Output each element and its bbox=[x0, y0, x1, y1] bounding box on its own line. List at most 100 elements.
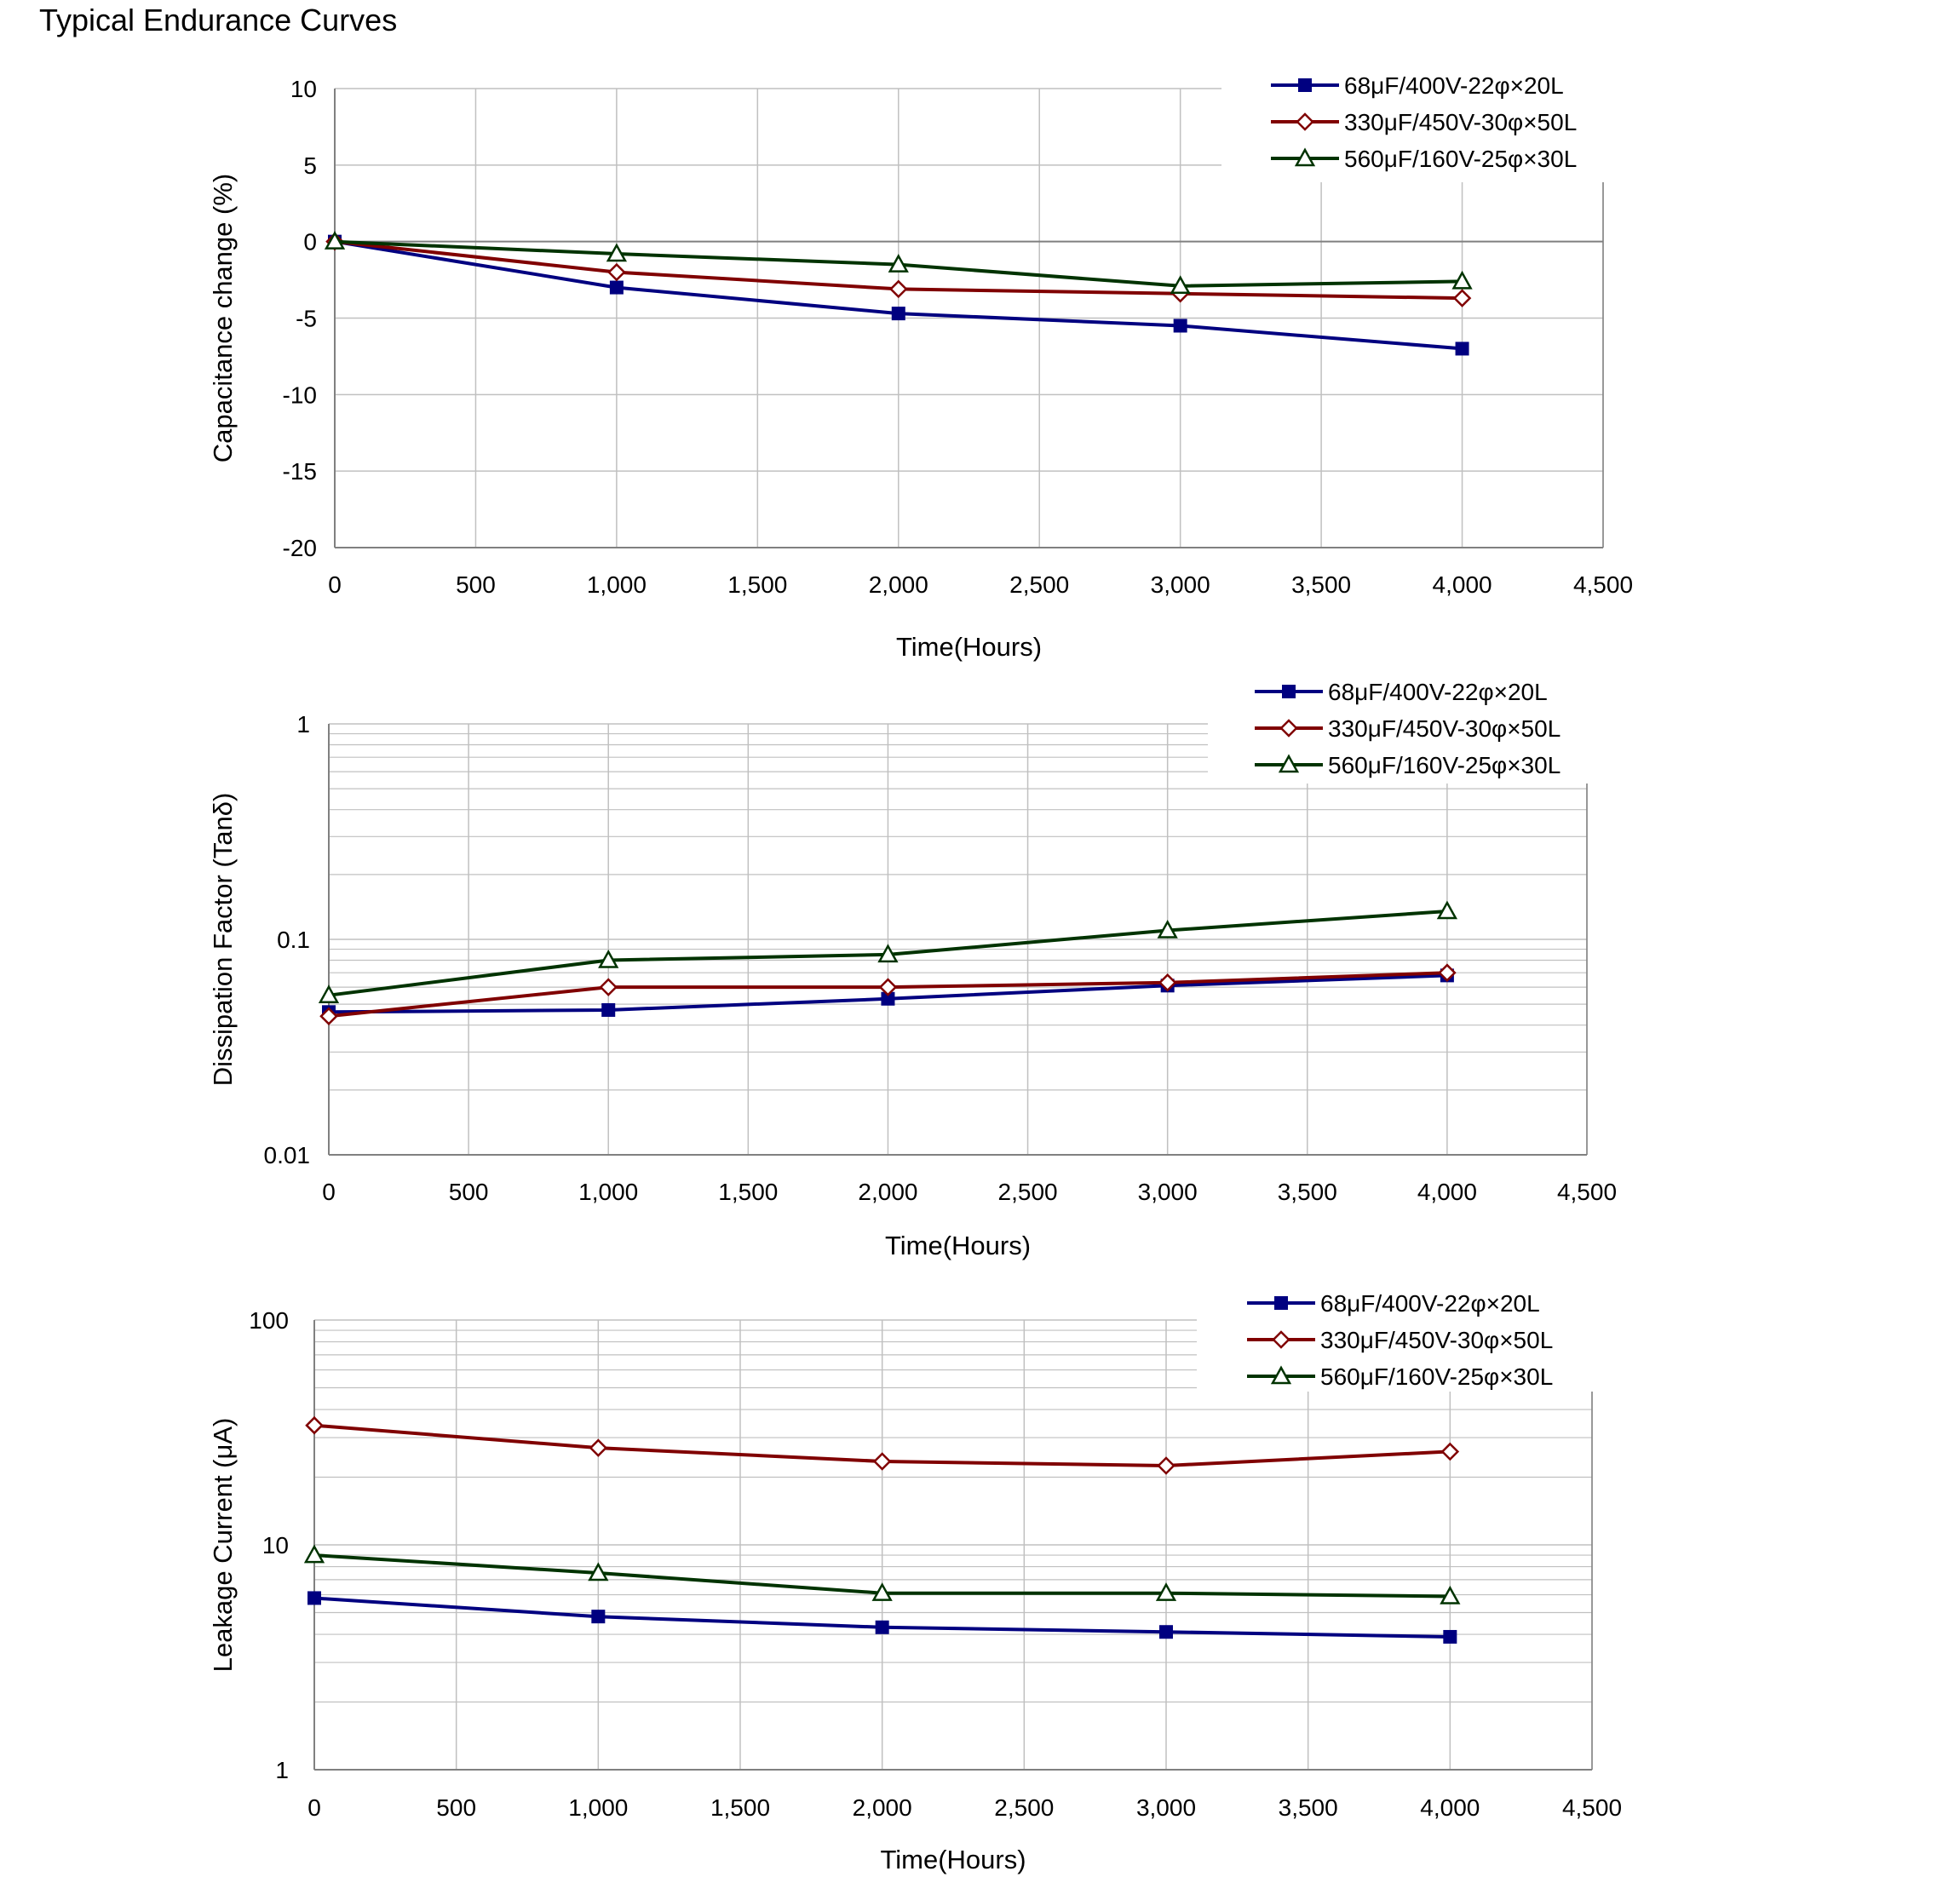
data-point bbox=[607, 262, 626, 282]
y-tick-label: 0.01 bbox=[264, 1142, 311, 1168]
data-point bbox=[872, 1452, 892, 1471]
y-tick-label: -15 bbox=[283, 458, 317, 485]
data-point bbox=[1443, 1629, 1457, 1644]
x-tick-label: 500 bbox=[456, 571, 496, 598]
data-point bbox=[888, 254, 909, 273]
legend-entry: 68μF/400V-22φ×20L bbox=[1247, 1290, 1540, 1317]
x-tick-label: 1,500 bbox=[727, 571, 787, 598]
series-triangle bbox=[324, 231, 1473, 295]
data-point bbox=[589, 1438, 608, 1457]
data-point bbox=[599, 978, 618, 996]
x-tick-label: 3,500 bbox=[1291, 571, 1351, 598]
series-diamond bbox=[319, 963, 1457, 1025]
data-point bbox=[1173, 319, 1187, 333]
chart-panel-1: 10 5 0 -5 -10 -15 -20 0 500 1,000 1,500 2,000 2,500 3… bbox=[208, 63, 1633, 662]
x-tick-label: 4,500 bbox=[1573, 571, 1633, 598]
data-point bbox=[878, 978, 898, 996]
x-axis-title: Time(Hours) bbox=[880, 1845, 1026, 1874]
y-axis-title: Dissipation Factor (Tanδ) bbox=[208, 793, 238, 1087]
x-axis-title: Time(Hours) bbox=[896, 632, 1042, 662]
y-tick-label: 5 bbox=[303, 152, 317, 179]
legend-entry: 330μF/450V-30φ×50L bbox=[1247, 1327, 1553, 1353]
legend-box bbox=[1197, 1283, 1595, 1392]
data-point bbox=[891, 307, 905, 321]
data-point bbox=[1455, 342, 1469, 356]
legend-marker bbox=[1279, 719, 1298, 738]
data-point bbox=[318, 984, 340, 1003]
data-point bbox=[305, 1415, 324, 1435]
data-point bbox=[1159, 1625, 1173, 1639]
data-point bbox=[308, 1591, 321, 1605]
legend-label: 330μF/450V-30φ×50L bbox=[1320, 1327, 1553, 1353]
x-tick-label: 1,000 bbox=[587, 571, 647, 598]
legend-marker bbox=[1274, 1296, 1288, 1310]
x-tick-label: 3,000 bbox=[1138, 1179, 1198, 1205]
data-point bbox=[606, 243, 628, 262]
legend-label: 560μF/160V-25φ×30L bbox=[1320, 1363, 1553, 1390]
x-axis-title: Time(Hours) bbox=[885, 1231, 1031, 1260]
y-tick-label: 10 bbox=[262, 1532, 289, 1558]
x-tick-label: 4,000 bbox=[1420, 1794, 1480, 1821]
series-diamond bbox=[325, 232, 1472, 307]
data-point bbox=[591, 1610, 606, 1624]
y-tick-label: 100 bbox=[249, 1307, 289, 1334]
y-tick-label: 0 bbox=[303, 229, 317, 255]
series-triangle bbox=[318, 900, 1458, 1003]
legend-marker bbox=[1272, 1330, 1290, 1349]
legend-label: 330μF/450V-30φ×50L bbox=[1328, 715, 1561, 742]
legend-entry: 68μF/400V-22φ×20L bbox=[1255, 679, 1548, 705]
x-tick-label: 0 bbox=[308, 1794, 321, 1821]
data-point bbox=[303, 1544, 325, 1564]
data-point bbox=[1438, 963, 1457, 982]
x-tick-label: 4,500 bbox=[1562, 1794, 1622, 1821]
legend-marker bbox=[1270, 1365, 1292, 1385]
y-tick-label: -20 bbox=[283, 535, 317, 561]
data-point bbox=[877, 944, 899, 963]
y-axis-title: Capacitance change (%) bbox=[208, 174, 238, 462]
data-point bbox=[319, 1007, 338, 1025]
x-tick-label: 1,500 bbox=[718, 1179, 778, 1205]
data-point bbox=[1440, 1442, 1460, 1461]
chart-panel-3: 100 10 10 500 1,000 1,500 2,000 2,500 3,000 3,500… bbox=[208, 1283, 1622, 1874]
y-tick-label: 1 bbox=[275, 1757, 289, 1783]
y-tick-label: 1 bbox=[296, 711, 310, 738]
data-point bbox=[1451, 270, 1473, 290]
data-point bbox=[875, 1620, 889, 1634]
legend-label: 68μF/400V-22φ×20L bbox=[1328, 679, 1548, 705]
data-point bbox=[871, 1582, 893, 1601]
x-tick-label: 500 bbox=[436, 1794, 476, 1821]
data-point bbox=[601, 1002, 616, 1017]
data-point bbox=[1170, 275, 1191, 295]
x-tick-label: 2,500 bbox=[1009, 571, 1069, 598]
x-tick-label: 1,000 bbox=[568, 1794, 628, 1821]
x-tick-label: 4,000 bbox=[1433, 571, 1492, 598]
legend-entry: 330μF/450V-30φ×50L bbox=[1255, 715, 1561, 742]
legend-marker bbox=[1298, 78, 1312, 92]
legend-entry: 330μF/450V-30φ×50L bbox=[1271, 109, 1577, 135]
data-point bbox=[609, 280, 624, 295]
legend-marker bbox=[1278, 754, 1300, 773]
data-point bbox=[1157, 1456, 1175, 1475]
page-title: Typical Endurance Curves bbox=[39, 3, 398, 37]
legend-marker bbox=[1296, 112, 1314, 131]
x-tick-label: 2,500 bbox=[998, 1179, 1058, 1205]
x-tick-label: 3,500 bbox=[1278, 1179, 1337, 1205]
series-diamond bbox=[305, 1415, 1460, 1475]
data-point bbox=[588, 1562, 609, 1581]
legend-entry: 560μF/160V-25φ×30L bbox=[1255, 752, 1561, 778]
y-tick-label: -5 bbox=[296, 306, 317, 332]
legend-entry: 560μF/160V-25φ×30L bbox=[1247, 1363, 1553, 1390]
data-point bbox=[1158, 973, 1177, 992]
x-tick-label: 1,000 bbox=[578, 1179, 638, 1205]
x-tick-label: 0 bbox=[328, 571, 342, 598]
series-square bbox=[308, 1591, 1457, 1644]
x-tick-label: 2,500 bbox=[994, 1794, 1054, 1821]
legend-label: 68μF/400V-22φ×20L bbox=[1344, 72, 1564, 99]
data-point bbox=[1440, 1585, 1461, 1604]
data-point bbox=[1155, 1582, 1177, 1601]
legend-entry: 68μF/400V-22φ×20L bbox=[1271, 72, 1564, 99]
legend-label: 330μF/450V-30φ×50L bbox=[1344, 109, 1577, 135]
x-tick-label: 3,000 bbox=[1151, 571, 1210, 598]
y-axis-title: Leakage Current (μA) bbox=[208, 1418, 238, 1673]
